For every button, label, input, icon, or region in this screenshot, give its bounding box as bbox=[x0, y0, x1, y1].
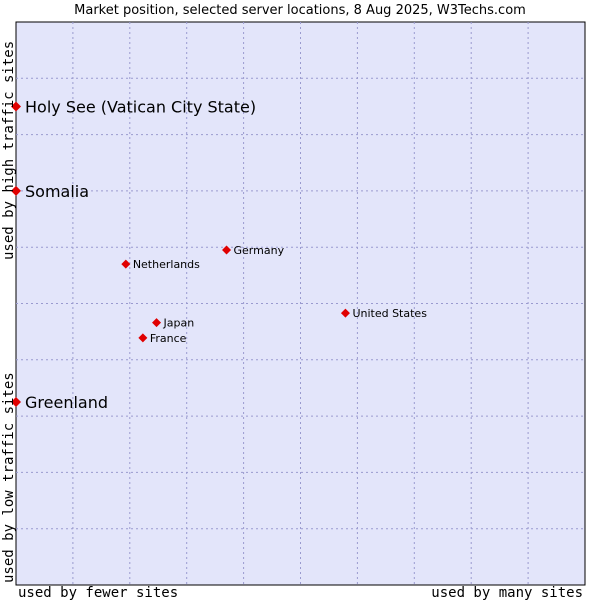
data-points: Holy See (Vatican City State) Somalia Germ… bbox=[11, 97, 427, 412]
data-point-label: United States bbox=[352, 307, 427, 320]
y-axis-label-bottom: used by low traffic sites bbox=[1, 372, 17, 583]
data-point[interactable] bbox=[11, 397, 21, 408]
data-point-label: France bbox=[150, 332, 187, 345]
data-point[interactable] bbox=[222, 245, 232, 255]
data-point-label: Greenland bbox=[25, 393, 108, 412]
chart-title: Market position, selected server locatio… bbox=[74, 3, 526, 18]
data-point-label: Netherlands bbox=[133, 258, 200, 271]
data-point-label: Somalia bbox=[25, 182, 89, 201]
data-point[interactable] bbox=[152, 318, 162, 328]
data-point[interactable] bbox=[340, 308, 350, 318]
data-point[interactable] bbox=[121, 259, 131, 269]
data-point[interactable] bbox=[11, 185, 21, 196]
data-point-label: Holy See (Vatican City State) bbox=[25, 97, 256, 116]
data-point-label: Japan bbox=[163, 317, 195, 330]
data-point[interactable] bbox=[11, 101, 21, 112]
y-axis-label-top: used by high traffic sites bbox=[1, 41, 17, 260]
x-axis-label-left: used by fewer sites bbox=[18, 585, 178, 600]
data-point[interactable] bbox=[138, 333, 148, 343]
x-axis-label-right: used by many sites bbox=[431, 585, 583, 600]
grid bbox=[16, 22, 585, 585]
data-point-label: Germany bbox=[234, 244, 285, 257]
